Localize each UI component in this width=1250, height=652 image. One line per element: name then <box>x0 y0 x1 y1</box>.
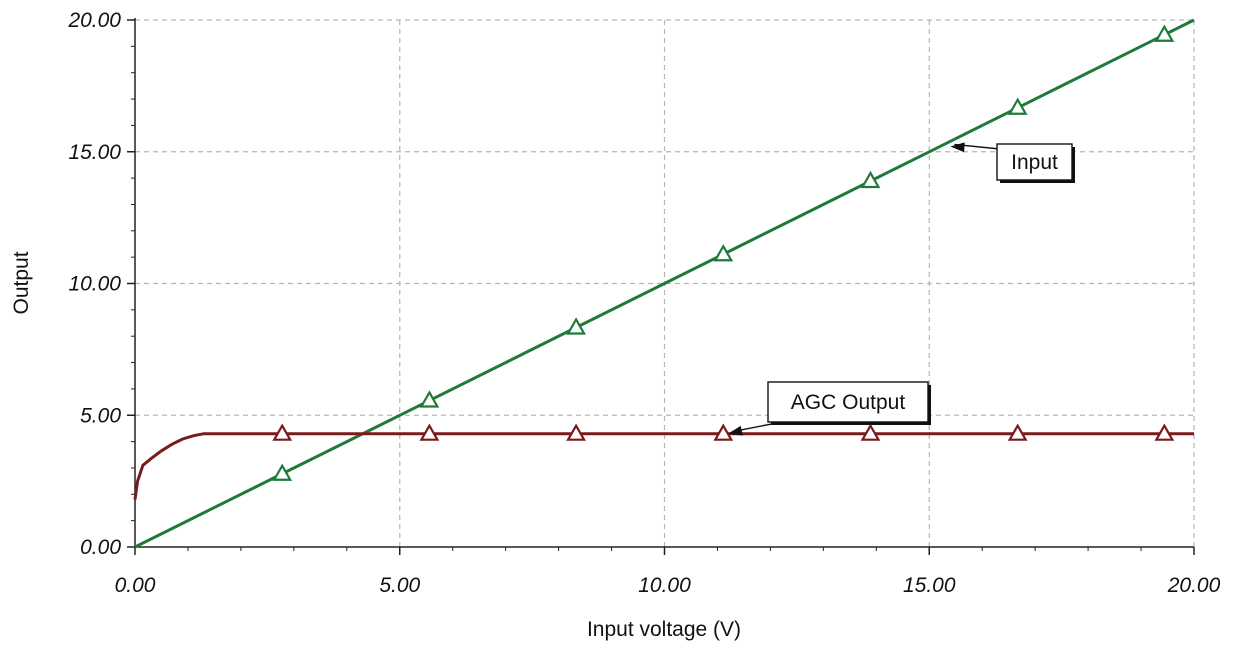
series-group <box>133 18 1195 549</box>
series-marker-agc-output <box>860 423 881 441</box>
x-axis-label: Input voltage (V) <box>587 618 741 641</box>
series-marker-input <box>272 463 293 481</box>
series-marker-input <box>713 244 734 262</box>
y-tick-label: 15.00 <box>68 141 121 164</box>
series-marker-input <box>1007 97 1028 115</box>
axes <box>127 18 1195 555</box>
x-tick-label: 10.00 <box>638 574 691 597</box>
series-marker-input <box>419 390 440 408</box>
series-marker-agc-output <box>713 423 734 441</box>
y-axis-label: Output <box>10 251 33 314</box>
annotation-box <box>767 381 929 423</box>
series-marker-input <box>566 317 586 335</box>
annotation-arrowhead <box>950 142 965 153</box>
y-tick-label: 10.00 <box>68 273 121 296</box>
annotation-agc-output: AGC Output <box>728 381 931 436</box>
annotations: Input AGC Output <box>728 142 1075 436</box>
tick-labels: 0.00 5.00 10.00 15.00 20.00 0.00 5.00 10.00 15.0… <box>67 9 1220 597</box>
annotation-arrowhead <box>728 425 743 436</box>
y-tick-label: 5.00 <box>80 404 121 427</box>
annotation-input: Input <box>950 142 1075 183</box>
series-marker-agc-output <box>419 423 440 441</box>
series-input <box>134 18 1195 549</box>
annotation-label: Input <box>1011 151 1058 174</box>
x-tick-label: 15.00 <box>903 574 956 597</box>
x-tick-label: 0.00 <box>115 574 156 597</box>
series-line-agc-output <box>133 432 1194 500</box>
annotation-box <box>996 143 1073 181</box>
series-marker-agc-output <box>1154 423 1175 441</box>
series-marker-agc-output <box>566 423 586 441</box>
y-tick-label: 0.00 <box>80 536 121 559</box>
y-tick-label: 20.00 <box>67 9 121 32</box>
series-agc-output <box>133 423 1194 500</box>
series-marker-input <box>1154 24 1175 42</box>
annotation-label: AGC Output <box>791 391 906 414</box>
series-marker-input <box>860 170 881 189</box>
series-marker-agc-output <box>272 423 293 441</box>
series-marker-agc-output <box>1007 423 1028 441</box>
x-tick-label: 20.00 <box>1167 574 1221 597</box>
x-tick-label: 5.00 <box>379 574 420 597</box>
